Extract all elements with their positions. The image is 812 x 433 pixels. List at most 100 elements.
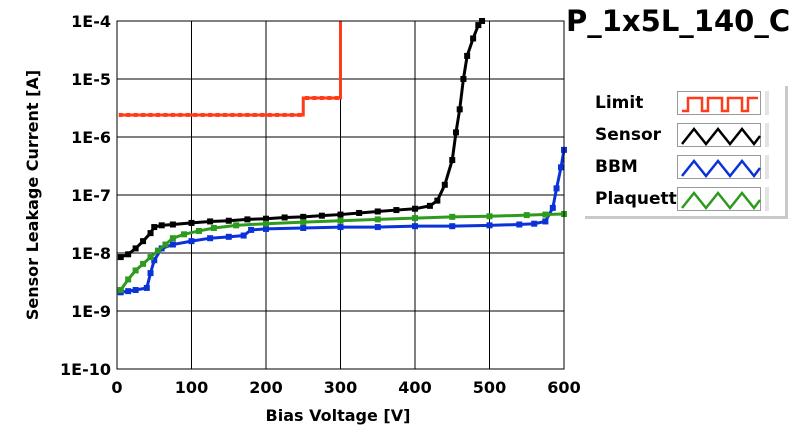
legend-separator xyxy=(765,123,769,147)
data-point xyxy=(230,112,235,117)
data-point xyxy=(449,223,456,230)
legend-swatch-sensor[interactable] xyxy=(677,123,761,147)
data-point xyxy=(263,225,269,232)
data-point xyxy=(281,214,288,221)
data-point xyxy=(169,235,176,242)
data-point xyxy=(334,96,339,101)
legend-swatch-plaquette[interactable] xyxy=(677,187,761,211)
data-point xyxy=(553,185,560,192)
data-point xyxy=(470,35,477,42)
data-point xyxy=(193,112,198,117)
y-tick-label: 1E-10 xyxy=(60,360,111,379)
data-point xyxy=(486,213,493,220)
legend[interactable]: Limit Sensor BBM xyxy=(585,86,788,219)
legend-separator xyxy=(765,155,769,179)
y-tick-label: 1E-6 xyxy=(71,128,111,147)
data-point xyxy=(412,215,418,222)
legend-item-plaquette[interactable]: Plaquette xyxy=(585,185,785,215)
data-point xyxy=(208,112,213,117)
legend-swatch-limit[interactable] xyxy=(677,91,761,115)
data-point xyxy=(318,212,325,219)
data-point xyxy=(147,230,154,237)
chart-title: P_1x5L_140_C xyxy=(566,4,791,38)
data-point xyxy=(549,204,556,211)
data-point xyxy=(162,241,169,248)
data-point xyxy=(456,106,463,113)
data-point xyxy=(449,213,456,220)
legend-item-sensor[interactable]: Sensor xyxy=(585,121,785,151)
data-point xyxy=(312,96,317,101)
data-point xyxy=(267,112,272,117)
data-point xyxy=(178,112,183,117)
data-point xyxy=(486,222,493,229)
data-point xyxy=(125,251,132,258)
data-point xyxy=(337,211,344,218)
data-point xyxy=(248,226,255,233)
data-point xyxy=(143,284,150,291)
data-point xyxy=(118,112,123,117)
data-point xyxy=(154,247,161,254)
data-point xyxy=(125,276,132,283)
data-point xyxy=(464,52,471,59)
series-line-plaquette xyxy=(119,212,565,291)
legend-item-limit[interactable]: Limit xyxy=(585,89,785,119)
data-point xyxy=(132,267,139,274)
data-point xyxy=(412,223,418,230)
data-point xyxy=(434,197,441,204)
x-tick-label: 200 xyxy=(249,378,282,397)
data-point xyxy=(337,217,344,224)
data-point xyxy=(126,112,131,117)
series-layer xyxy=(117,18,567,296)
data-point xyxy=(337,224,344,231)
legend-label-limit: Limit xyxy=(595,93,644,113)
data-point xyxy=(300,213,307,220)
data-point xyxy=(523,212,530,219)
x-tick-label: 400 xyxy=(398,378,431,397)
data-point xyxy=(233,222,240,229)
series-limit xyxy=(118,21,342,117)
sensor-swatch-icon xyxy=(681,126,761,147)
legend-label-bbm: BBM xyxy=(595,157,638,177)
data-point xyxy=(223,112,228,117)
data-point xyxy=(426,202,433,209)
data-point xyxy=(200,112,205,117)
data-point xyxy=(263,220,269,227)
legend-separator xyxy=(765,91,769,115)
data-point xyxy=(125,288,132,295)
data-point xyxy=(327,96,332,101)
data-point xyxy=(412,205,418,212)
data-point xyxy=(356,209,363,216)
data-point xyxy=(374,208,381,215)
x-tick-label: 300 xyxy=(324,378,357,397)
x-tick-label: 100 xyxy=(175,378,208,397)
series-line-limit xyxy=(120,21,342,117)
data-point xyxy=(195,227,202,234)
data-point xyxy=(297,112,302,117)
y-tick-label: 1E-7 xyxy=(71,186,111,205)
y-tick-label: 1E-4 xyxy=(71,12,111,31)
legend-item-bbm[interactable]: BBM xyxy=(585,153,785,183)
data-point xyxy=(225,217,232,224)
y-axis-label: Sensor Leakage Current [A] xyxy=(23,70,42,320)
data-point xyxy=(245,112,250,117)
series-plaquette xyxy=(117,211,567,294)
data-point xyxy=(155,112,160,117)
data-point xyxy=(240,232,247,239)
data-point xyxy=(147,254,154,261)
data-point xyxy=(300,224,307,231)
data-point xyxy=(304,96,309,101)
data-point xyxy=(558,164,565,171)
legend-label-plaquette: Plaquette xyxy=(595,189,689,209)
legend-swatch-bbm[interactable] xyxy=(677,155,761,179)
data-point xyxy=(215,112,220,117)
data-point xyxy=(140,260,147,267)
data-point xyxy=(441,181,448,188)
data-point xyxy=(374,224,381,231)
data-point xyxy=(163,112,168,117)
x-tick-label: 600 xyxy=(547,378,580,397)
data-point xyxy=(181,231,188,238)
data-point xyxy=(169,221,176,228)
data-point xyxy=(282,112,287,117)
data-point xyxy=(252,112,257,117)
